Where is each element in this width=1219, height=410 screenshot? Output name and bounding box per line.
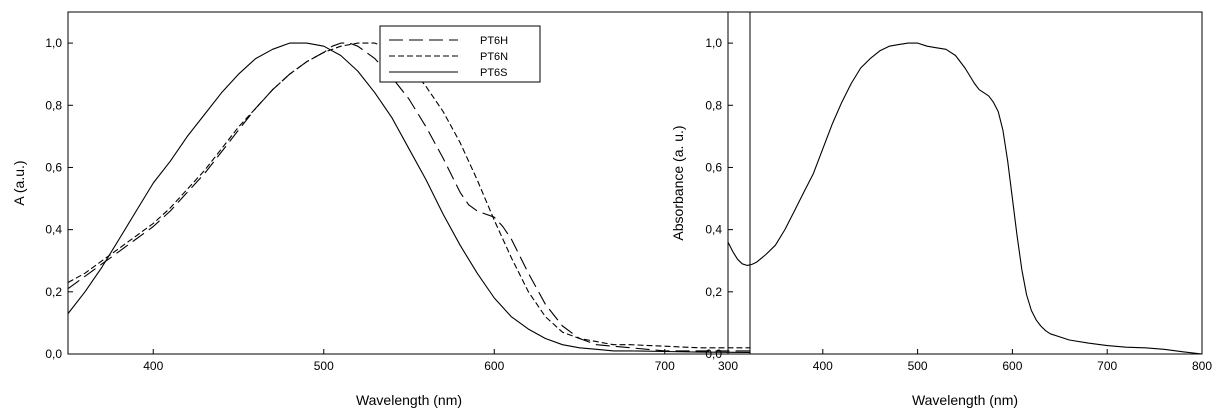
y-tick-label: 0,6	[705, 160, 722, 174]
x-tick-label: 800	[1192, 359, 1212, 373]
y-tick-label: 0,4	[45, 223, 62, 237]
series-layer	[67, 42, 751, 353]
x-tick-label: 500	[314, 359, 334, 373]
plot-frame	[67, 11, 751, 355]
plot-frame	[727, 11, 1203, 355]
y-tick-label: 0,4	[705, 223, 722, 237]
x-tick-label: 700	[1097, 359, 1117, 373]
y-axis-ticks: 0,0 0,2 0,4 0,6 0,8 1,0	[45, 36, 73, 361]
series-line-0	[727, 42, 1203, 355]
y-tick-label: 0,0	[45, 347, 62, 361]
x-tick-label: 500	[908, 359, 928, 373]
legend-label-pt6h: PT6H	[480, 35, 508, 47]
y-axis-label: A (a.u.)	[11, 160, 27, 205]
y-tick-label: 1,0	[705, 36, 722, 50]
x-tick-label: 600	[484, 359, 504, 373]
x-axis-label: Wavelength (nm)	[912, 392, 1018, 408]
series-line-pt6n	[67, 42, 750, 349]
legend-box	[379, 25, 541, 83]
y-axis-label: Absorbance (a. u.)	[670, 125, 686, 240]
y-tick-label: 0,8	[705, 98, 722, 112]
y-tick-label: 0,0	[705, 347, 722, 361]
x-tick-label: 400	[143, 359, 163, 373]
x-tick-label: 600	[1002, 359, 1022, 373]
series-line-pt6h	[67, 42, 750, 352]
legend-label-pt6n: PT6N	[480, 51, 508, 63]
legend: PT6H PT6N PT6S	[379, 25, 541, 83]
y-tick-label: 0,6	[45, 160, 62, 174]
y-axis-ticks: 0,0 0,2 0,4 0,6 0,8 1,0	[705, 36, 733, 361]
series-layer	[727, 42, 1203, 355]
legend-label-pt6s: PT6S	[480, 67, 508, 79]
x-axis-ticks: 400 500 600 700	[143, 349, 675, 373]
chart-right-absorbance: 300 400 500 600 700 800 0,0 0,2 0,4 0,6 0,8 1,0 Wa…	[670, 11, 1212, 408]
x-tick-label: 400	[813, 359, 833, 373]
chart-left-uv-vis: 400 500 600 700 0,0 0,2 0,4 0,6 0,8 1,0 Waveleng…	[11, 11, 751, 408]
x-axis-ticks: 300 400 500 600 700 800	[718, 349, 1212, 373]
series-line-pt6s	[67, 42, 751, 353]
y-tick-label: 0,8	[45, 98, 62, 112]
y-tick-label: 0,2	[45, 285, 62, 299]
x-axis-label: Wavelength (nm)	[356, 392, 462, 408]
x-tick-label: 300	[718, 359, 738, 373]
x-tick-label: 700	[655, 359, 675, 373]
y-tick-label: 0,2	[705, 285, 722, 299]
y-tick-label: 1,0	[45, 36, 62, 50]
